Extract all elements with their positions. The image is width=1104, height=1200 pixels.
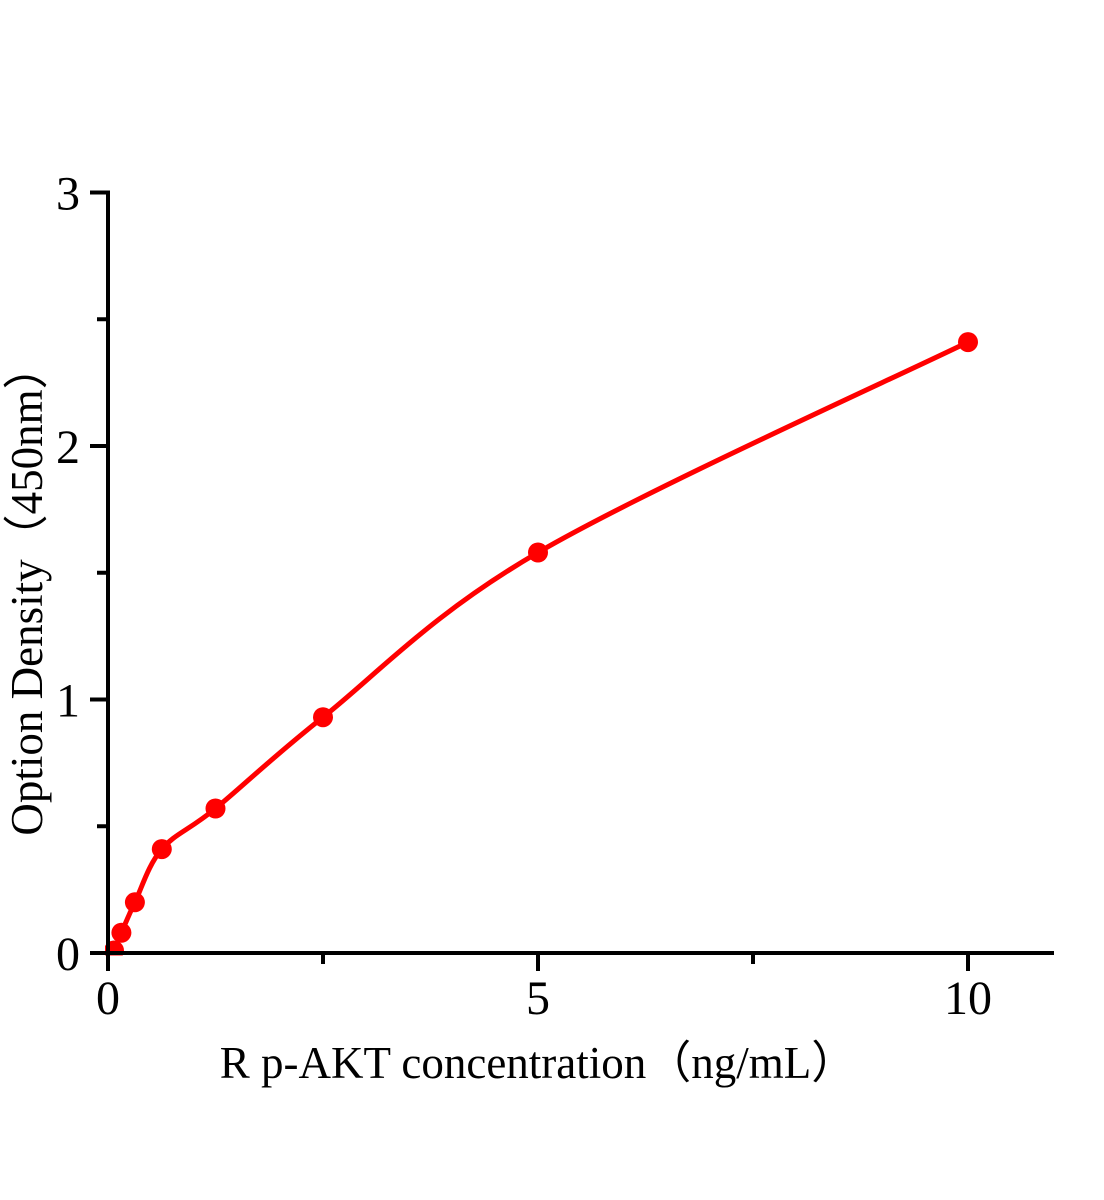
y-tick-label: 0: [56, 928, 80, 981]
x-axis-title: R p-AKT concentration（ng/mL）: [220, 1038, 857, 1088]
data-point: [205, 798, 226, 819]
y-tick-label: 3: [56, 168, 80, 221]
data-point: [151, 839, 172, 860]
data-point: [958, 332, 978, 353]
tick-labels-layer: 0 5 10 0 1 2 3: [56, 168, 992, 1026]
axes-layer: [90, 190, 1054, 971]
fit-curve: [105, 339, 971, 956]
data-point: [111, 922, 132, 943]
data-point: [124, 892, 145, 913]
x-tick-label: 0: [96, 972, 120, 1025]
y-tick-label: 1: [56, 675, 80, 728]
y-axis-title: Option Density（450nm）: [2, 344, 52, 835]
x-tick-label: 10: [944, 972, 992, 1025]
data-point: [528, 542, 548, 563]
x-tick-label: 5: [526, 972, 550, 1025]
y-tick-label: 2: [56, 421, 80, 474]
data-point: [313, 707, 333, 728]
series-layer: [105, 332, 978, 956]
